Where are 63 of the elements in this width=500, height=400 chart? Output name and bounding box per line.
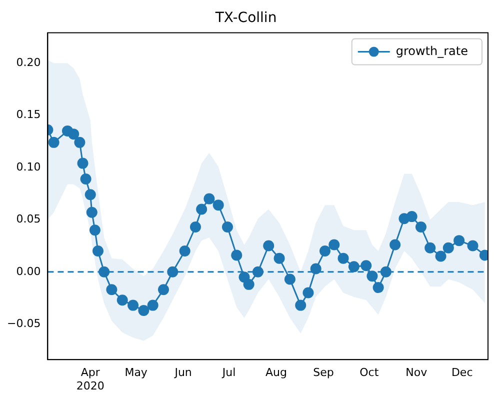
y-tick-label: 0.00	[16, 264, 41, 278]
point	[222, 222, 233, 232]
point	[106, 284, 118, 296]
chart-title: TX-Collin	[214, 10, 277, 26]
y-tick-label: −0.05	[6, 316, 41, 330]
point	[138, 305, 150, 316]
point	[231, 250, 242, 261]
x-tick-label: Aug	[265, 366, 287, 380]
point	[467, 240, 478, 252]
point	[243, 278, 254, 290]
point	[274, 252, 285, 264]
x-tick-label: Apr 2020	[76, 366, 104, 392]
point	[442, 242, 454, 254]
point	[92, 246, 104, 257]
point	[212, 200, 224, 211]
point	[295, 300, 306, 311]
x-tick-label: Jul	[221, 366, 236, 380]
point	[454, 235, 465, 246]
legend-label: growth_rate	[396, 44, 468, 58]
y-tick-label: 0.20	[16, 56, 41, 69]
point	[302, 287, 314, 298]
point	[86, 206, 98, 218]
point	[204, 193, 215, 204]
point	[147, 300, 158, 311]
point	[328, 239, 340, 250]
point	[167, 266, 178, 278]
y-tick-label: 0.10	[16, 160, 41, 174]
x-tick-label: Jun	[174, 366, 192, 380]
point	[360, 260, 372, 272]
point	[284, 274, 296, 285]
point	[424, 242, 436, 254]
point	[84, 189, 96, 200]
point	[372, 282, 384, 294]
y-tick-label: 0.05	[16, 212, 41, 226]
point	[80, 173, 92, 184]
point	[74, 136, 86, 148]
x-tick-label: Dec	[451, 366, 473, 380]
point	[252, 266, 264, 278]
point	[77, 158, 88, 169]
point	[366, 270, 378, 282]
point	[158, 284, 169, 296]
point	[68, 128, 80, 140]
point	[319, 246, 330, 257]
point	[263, 240, 274, 252]
point	[435, 250, 446, 262]
point	[116, 294, 128, 306]
point	[310, 263, 322, 274]
point	[190, 222, 201, 232]
point	[390, 239, 401, 250]
point	[338, 252, 349, 264]
point	[196, 204, 208, 215]
point	[89, 224, 100, 236]
x-tick-label: Nov	[406, 366, 428, 380]
x-tick-label: Sep	[313, 366, 334, 380]
point	[128, 300, 139, 311]
point	[179, 246, 190, 257]
x-tick-label: Oct	[360, 366, 380, 380]
point	[348, 261, 360, 272]
point	[48, 136, 60, 148]
y-tick-label: 0.15	[16, 108, 41, 122]
x-tick-label: May	[124, 366, 148, 380]
point	[415, 222, 426, 232]
point	[406, 211, 418, 222]
